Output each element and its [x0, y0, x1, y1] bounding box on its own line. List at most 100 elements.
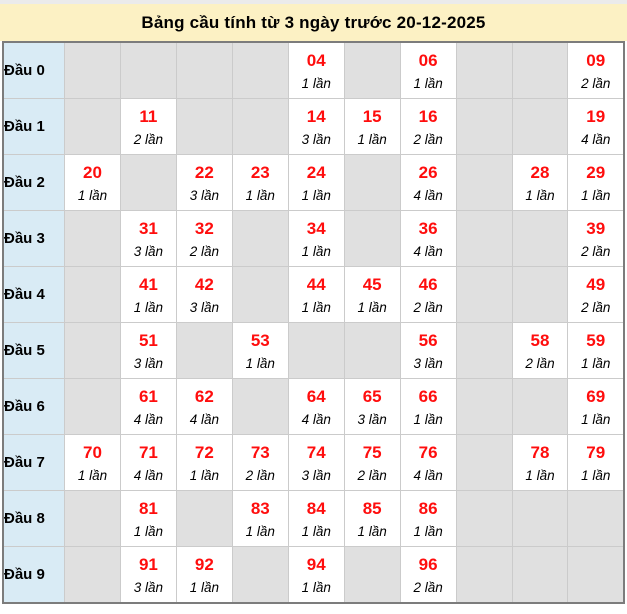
- empty-cell: [287, 322, 345, 379]
- cell-number: 31: [138, 219, 158, 238]
- number-cell: 06 1 lần: [399, 41, 457, 99]
- cell-number: 91: [138, 555, 158, 574]
- number-cell: 36 4 lần: [399, 210, 457, 267]
- cell-count: 1 lần: [525, 188, 555, 203]
- cell-count: 1 lần: [189, 580, 219, 595]
- cell-count: 1 lần: [413, 76, 443, 91]
- empty-cell: [231, 210, 289, 267]
- cell-number: 11: [139, 107, 158, 126]
- table-row: Đầu 4 41 1 lần 42 3 lần 44 1 lần 45 1 lần 46 2 lần…: [2, 266, 625, 323]
- cell-count: 3 lần: [133, 356, 164, 371]
- empty-cell: [64, 490, 121, 547]
- cell-count: 1 lần: [357, 132, 387, 147]
- cell-number: 06: [418, 51, 438, 70]
- empty-cell: [343, 154, 401, 211]
- number-cell: 92 1 lần: [175, 546, 233, 604]
- cell-number: 62: [194, 387, 214, 406]
- number-cell: 44 1 lần: [287, 266, 345, 323]
- row-label: Đầu 5: [2, 322, 65, 379]
- cell-count: 4 lần: [133, 412, 164, 427]
- empty-cell: [64, 41, 121, 99]
- cell-number: 56: [418, 331, 438, 350]
- empty-cell: [119, 154, 177, 211]
- number-cell: 81 1 lần: [119, 490, 177, 547]
- number-cell: 91 3 lần: [119, 546, 177, 604]
- number-cell: 49 2 lần: [567, 266, 625, 323]
- number-cell: 09 2 lần: [567, 41, 625, 99]
- cell-number: 44: [306, 275, 326, 294]
- empty-cell: [455, 434, 513, 491]
- cell-number: 86: [418, 499, 438, 518]
- cell-count: 1 lần: [133, 524, 164, 539]
- empty-cell: [231, 546, 289, 604]
- cell-number: 34: [306, 219, 326, 238]
- cell-number: 53: [250, 331, 270, 350]
- empty-cell: [64, 98, 121, 155]
- number-cell: 34 1 lần: [287, 210, 345, 267]
- empty-cell: [511, 98, 569, 155]
- number-cell: 22 3 lần: [175, 154, 233, 211]
- cell-count: 1 lần: [357, 300, 387, 315]
- empty-cell: [455, 210, 513, 267]
- empty-cell: [567, 546, 625, 604]
- empty-cell: [343, 546, 401, 604]
- empty-cell: [175, 41, 233, 99]
- cell-number: 14: [306, 107, 326, 126]
- empty-cell: [175, 322, 233, 379]
- number-cell: 84 1 lần: [287, 490, 345, 547]
- number-cell: 11 2 lần: [119, 98, 177, 155]
- cell-number: 84: [306, 499, 326, 518]
- empty-cell: [455, 41, 513, 99]
- cell-count: 2 lần: [413, 580, 443, 595]
- number-cell: 45 1 lần: [343, 266, 401, 323]
- empty-cell: [175, 490, 233, 547]
- table-row: Đầu 3 31 3 lần 32 2 lần 34 1 lần 36 4 lần 39 2 lần: [2, 210, 625, 267]
- cell-count: 4 lần: [413, 188, 443, 203]
- empty-cell: [231, 41, 289, 99]
- cell-count: 2 lần: [413, 132, 443, 147]
- table-row: Đầu 9 91 3 lần 92 1 lần 94 1 lần 96 2 lần: [2, 546, 625, 604]
- cell-number: 92: [194, 555, 214, 574]
- cell-count: 4 lần: [189, 412, 219, 427]
- cell-count: 1 lần: [77, 188, 108, 203]
- number-cell: 83 1 lần: [231, 490, 289, 547]
- cell-count: 1 lần: [245, 356, 275, 371]
- cell-count: 4 lần: [413, 244, 443, 259]
- cell-count: 3 lần: [133, 244, 164, 259]
- number-cell: 31 3 lần: [119, 210, 177, 267]
- number-cell: 66 1 lần: [399, 378, 457, 435]
- empty-cell: [511, 546, 569, 604]
- cell-count: 3 lần: [189, 300, 219, 315]
- cell-count: 3 lần: [189, 188, 219, 203]
- cell-count: 3 lần: [413, 356, 443, 371]
- empty-cell: [455, 490, 513, 547]
- cell-count: 1 lần: [525, 468, 555, 483]
- row-label: Đầu 3: [2, 210, 65, 267]
- empty-cell: [343, 41, 401, 99]
- cell-number: 16: [418, 107, 438, 126]
- empty-cell: [175, 98, 233, 155]
- empty-cell: [64, 266, 121, 323]
- cell-count: 1 lần: [357, 524, 387, 539]
- cell-number: 71: [138, 443, 158, 462]
- table-row: Đầu 8 81 1 lần 83 1 lần 84 1 lần 85 1 lần 86 1 lần: [2, 490, 625, 547]
- cau-statistics-table: Đầu 0 04 1 lần 06 1 lần 09 2 lần Đầu 1 11 2 lần 14…: [2, 41, 625, 604]
- number-cell: 16 2 lần: [399, 98, 457, 155]
- number-cell: 15 1 lần: [343, 98, 401, 155]
- cell-count: 2 lần: [581, 300, 611, 315]
- table-row: Đầu 6 61 4 lần 62 4 lần 64 4 lần 65 3 lần 66 1 lần…: [2, 378, 625, 435]
- number-cell: 24 1 lần: [287, 154, 345, 211]
- cell-count: 1 lần: [581, 412, 611, 427]
- number-cell: 79 1 lần: [567, 434, 625, 491]
- cell-number: 46: [418, 275, 438, 294]
- empty-cell: [511, 266, 569, 323]
- cell-number: 83: [250, 499, 270, 518]
- cell-count: 1 lần: [581, 468, 611, 483]
- number-cell: 64 4 lần: [287, 378, 345, 435]
- number-cell: 73 2 lần: [231, 434, 289, 491]
- cell-number: 69: [586, 387, 606, 406]
- table-row: Đầu 1 11 2 lần 14 3 lần 15 1 lần 16 2 lần 19 4 lần: [2, 98, 625, 155]
- cell-number: 76: [418, 443, 438, 462]
- number-cell: 94 1 lần: [287, 546, 345, 604]
